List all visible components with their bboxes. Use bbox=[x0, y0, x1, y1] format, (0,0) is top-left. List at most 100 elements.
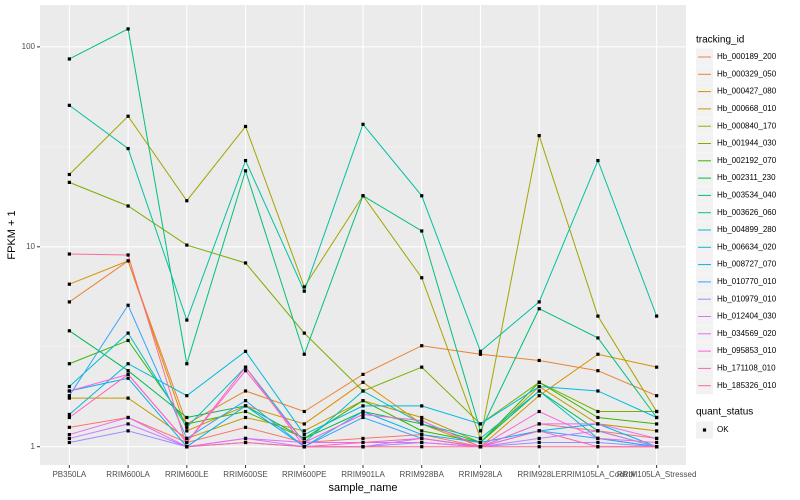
data-point bbox=[655, 394, 659, 398]
data-point bbox=[67, 412, 71, 417]
legend-label: Hb_006634_020 bbox=[717, 242, 777, 251]
data-point bbox=[185, 425, 189, 429]
data-point bbox=[361, 122, 365, 126]
legend-title: tracking_id bbox=[696, 35, 744, 46]
data-point bbox=[537, 429, 541, 433]
data-point bbox=[478, 429, 483, 433]
data-point bbox=[537, 445, 541, 449]
data-point bbox=[67, 282, 71, 286]
data-point bbox=[67, 425, 71, 429]
data-point bbox=[361, 409, 365, 414]
x-tick-label: RRIM600LA bbox=[106, 470, 150, 479]
data-point bbox=[67, 362, 71, 366]
data-point bbox=[126, 372, 130, 376]
data-point bbox=[596, 314, 600, 318]
data-point bbox=[596, 445, 600, 449]
data-point bbox=[655, 422, 659, 426]
legend-label: Hb_095853_010 bbox=[717, 346, 777, 355]
y-axis-title: FPKM + 1 bbox=[6, 210, 18, 259]
legend-label: Hb_002311_230 bbox=[717, 173, 776, 182]
data-point bbox=[67, 252, 71, 256]
data-point bbox=[243, 389, 248, 393]
data-point bbox=[67, 389, 71, 393]
data-point bbox=[126, 415, 130, 420]
data-point bbox=[302, 436, 306, 441]
x-tick-label: RRIM901LA bbox=[341, 470, 385, 479]
legend-label: Hb_003534_040 bbox=[717, 191, 777, 200]
data-point bbox=[537, 133, 541, 138]
data-point bbox=[655, 440, 659, 445]
y-tick-label: 100 bbox=[22, 42, 36, 51]
data-point bbox=[185, 429, 189, 433]
data-point bbox=[596, 158, 600, 163]
data-point bbox=[655, 409, 659, 414]
legend-label: Hb_185326_010 bbox=[717, 381, 777, 390]
data-point bbox=[302, 445, 306, 449]
data-point bbox=[243, 158, 248, 163]
data-point bbox=[302, 331, 306, 335]
data-point bbox=[478, 445, 483, 449]
data-point bbox=[243, 365, 248, 369]
data-point bbox=[596, 415, 600, 420]
data-point bbox=[478, 422, 483, 426]
data-point bbox=[67, 394, 71, 398]
legend-label: Hb_000189_200 bbox=[717, 52, 777, 61]
data-point bbox=[537, 384, 541, 389]
x-tick-label: RRIM600LE bbox=[165, 470, 209, 479]
data-point bbox=[420, 436, 424, 441]
data-point bbox=[126, 146, 130, 151]
legend-label: Hb_000329_050 bbox=[717, 69, 777, 78]
legend-label: Hb_004899_280 bbox=[717, 225, 777, 234]
data-point bbox=[420, 344, 424, 348]
data-point bbox=[361, 404, 365, 408]
data-point bbox=[361, 194, 365, 198]
legend-label: Hb_001944_030 bbox=[717, 139, 777, 148]
data-point bbox=[596, 369, 600, 373]
data-point bbox=[243, 169, 248, 173]
data-point bbox=[243, 415, 248, 420]
data-point bbox=[302, 285, 306, 289]
legend-label: Hb_002192_070 bbox=[717, 156, 777, 165]
data-point bbox=[185, 243, 189, 247]
data-point bbox=[420, 276, 424, 280]
legend-label: Hb_003626_060 bbox=[717, 208, 777, 217]
legend-label: OK bbox=[717, 425, 729, 434]
data-point bbox=[361, 436, 365, 441]
data-point bbox=[185, 318, 189, 322]
data-point bbox=[361, 372, 365, 376]
data-point bbox=[243, 404, 248, 408]
data-point bbox=[243, 124, 248, 129]
legend-label: Hb_000427_080 bbox=[717, 87, 777, 96]
data-point bbox=[126, 204, 130, 208]
data-point bbox=[361, 415, 365, 420]
data-point bbox=[126, 422, 130, 426]
data-point bbox=[126, 331, 130, 335]
data-point bbox=[361, 399, 365, 403]
data-point bbox=[361, 412, 365, 417]
data-point bbox=[243, 425, 248, 429]
data-point bbox=[243, 440, 248, 445]
data-point bbox=[596, 429, 600, 433]
data-point bbox=[302, 432, 306, 437]
data-point bbox=[243, 409, 248, 414]
data-point bbox=[67, 384, 71, 389]
data-point bbox=[185, 422, 189, 426]
data-point bbox=[361, 389, 365, 393]
data-point bbox=[243, 369, 248, 373]
data-point bbox=[655, 415, 659, 420]
data-point bbox=[243, 261, 248, 265]
data-point bbox=[537, 436, 541, 441]
data-point bbox=[185, 440, 189, 445]
legend-label: Hb_010770_010 bbox=[717, 277, 777, 286]
data-point bbox=[67, 396, 71, 400]
x-tick-label: RRIM600PE bbox=[282, 470, 326, 479]
data-point bbox=[420, 419, 424, 423]
data-point bbox=[185, 415, 189, 420]
data-point bbox=[537, 389, 541, 393]
data-point bbox=[185, 199, 189, 203]
data-point bbox=[126, 114, 130, 118]
points bbox=[67, 27, 659, 449]
data-point bbox=[655, 365, 659, 369]
data-point bbox=[243, 349, 248, 353]
